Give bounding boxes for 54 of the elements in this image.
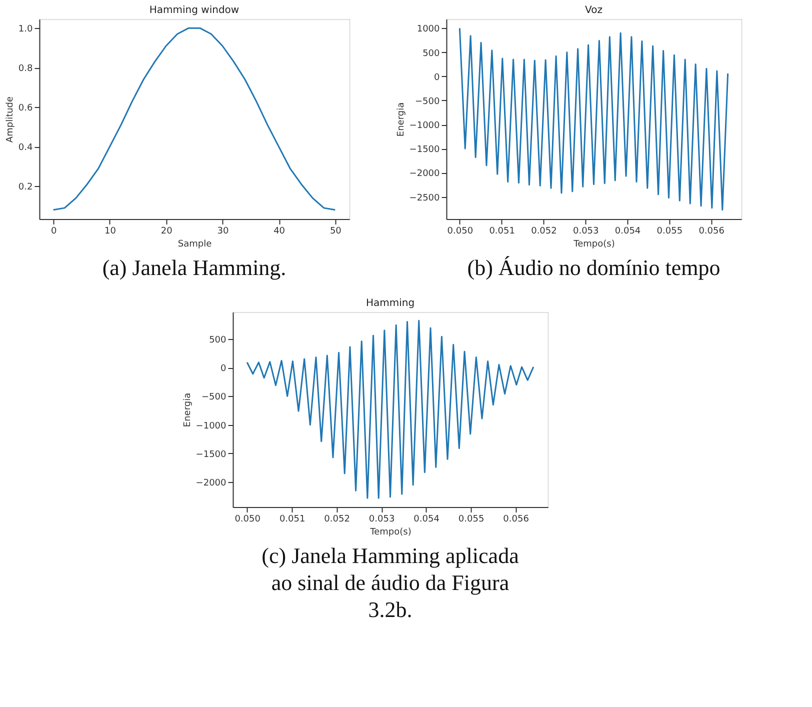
line-series <box>458 27 729 211</box>
line-series <box>246 320 534 499</box>
y-tick-label: −1500 <box>409 145 440 156</box>
x-tick-label: 40 <box>274 226 286 236</box>
line-series <box>52 27 336 211</box>
chart-title: Hamming window <box>149 5 240 16</box>
y-tick-label: 0 <box>220 364 227 374</box>
chart-title: Hamming <box>366 298 415 309</box>
x-tick-label: 0.056 <box>698 226 725 236</box>
y-tick-label: −500 <box>202 392 227 403</box>
x-tick-label: 0.050 <box>234 514 261 524</box>
y-axis-title: Amplitude <box>5 96 16 143</box>
x-tick-label: 0.050 <box>447 226 474 236</box>
x-tick-label: 0.051 <box>489 226 515 236</box>
y-tick-label: −1000 <box>409 121 440 132</box>
y-axis-title: Energia <box>182 392 193 428</box>
y-tick-label: −2500 <box>409 193 440 204</box>
y-tick-label: 0.6 <box>18 104 34 114</box>
y-tick-label: −500 <box>415 96 440 107</box>
x-tick-label: 0.053 <box>572 226 599 236</box>
x-axis-title: Tempo(s) <box>572 240 615 250</box>
y-tick-label: −1500 <box>196 450 227 460</box>
y-tick-label: 0.2 <box>18 182 33 193</box>
x-tick-label: 0.054 <box>414 514 440 524</box>
x-tick-label: 30 <box>217 226 229 236</box>
y-tick-label: −2000 <box>196 478 227 489</box>
text: (a) Janela Hamming. <box>102 255 286 280</box>
x-tick-label: 50 <box>330 226 342 236</box>
x-tick-label: 0.051 <box>279 514 306 524</box>
x-axis-title: Sample <box>178 240 212 250</box>
y-tick-label: 1000 <box>416 24 440 35</box>
y-tick-label: −1000 <box>196 421 227 432</box>
x-tick-label: 0.053 <box>368 514 395 524</box>
chart-title: Voz <box>585 5 602 16</box>
text: (c) Janela Hamming aplicada ao sinal de áudio da Figura 3.2b. <box>262 543 520 622</box>
x-tick-label: 0 <box>50 226 57 236</box>
y-tick-label: 500 <box>422 48 440 59</box>
x-tick-label: 0.055 <box>656 226 683 236</box>
y-tick-label: 500 <box>209 335 227 346</box>
y-tick-label: 0.4 <box>18 143 34 154</box>
y-tick-label: −2000 <box>409 169 440 180</box>
x-tick-label: 10 <box>104 226 116 236</box>
text: (b) Áudio no domínio tempo <box>467 255 720 280</box>
y-tick-label: 1.0 <box>18 24 34 35</box>
x-tick-label: 0.055 <box>458 514 484 524</box>
x-tick-label: 0.056 <box>503 514 530 524</box>
y-tick-label: 0.8 <box>18 64 34 74</box>
y-tick-label: 0 <box>434 72 440 83</box>
x-tick-label: 0.054 <box>614 226 641 236</box>
x-tick-label: 0.052 <box>324 514 350 524</box>
x-axis-title: Tempo(s) <box>369 528 412 538</box>
y-axis-title: Energia <box>396 102 406 137</box>
x-tick-label: 20 <box>160 226 173 236</box>
x-tick-label: 0.052 <box>531 226 557 236</box>
